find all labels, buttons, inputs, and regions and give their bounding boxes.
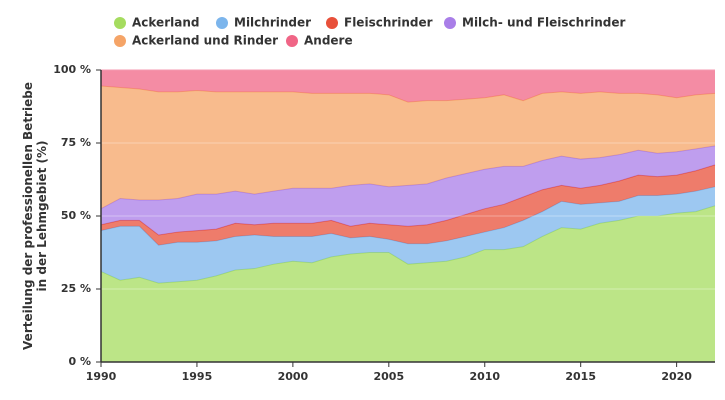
x-tick-label: 2020 (661, 370, 692, 383)
area (101, 70, 715, 103)
y-tick-label: 75 % (61, 136, 91, 149)
y-axis-label-line: in der Lehmgebiet (%) (35, 141, 49, 292)
legend-label: Milch- und Fleischrinder (462, 16, 626, 30)
x-tick-label: 2010 (469, 370, 500, 383)
y-axis-label-line: Verteilung der professionellen Betriebe (21, 82, 35, 350)
y-tick-label: 25 % (61, 282, 91, 295)
y-tick-label: 50 % (61, 209, 91, 222)
legend-marker (326, 17, 338, 29)
legend-marker (286, 35, 298, 47)
area (101, 145, 715, 235)
area (101, 205, 715, 362)
legend-marker (114, 17, 126, 29)
x-tick-label: 1995 (182, 370, 213, 383)
x-tick-label: 2015 (565, 370, 596, 383)
y-axis-label: Verteilung der professionellen Betriebei… (21, 82, 49, 350)
legend-label: Milchrinder (234, 16, 311, 30)
legend-label: Ackerland und Rinder (132, 34, 278, 48)
legend-marker (444, 17, 456, 29)
legend-label: Fleischrinder (344, 16, 433, 30)
area (101, 186, 715, 284)
x-tick-label: 2000 (278, 370, 309, 383)
legend-marker (114, 35, 126, 47)
x-tick-label: 1990 (86, 370, 117, 383)
y-tick-label: 0 % (68, 355, 91, 368)
y-tick-label: 100 % (53, 63, 91, 76)
area (101, 86, 715, 209)
legend-label: Ackerland (132, 16, 199, 30)
legend-label: Andere (304, 34, 353, 48)
legend-marker (216, 17, 228, 29)
x-tick-label: 2005 (374, 370, 405, 383)
